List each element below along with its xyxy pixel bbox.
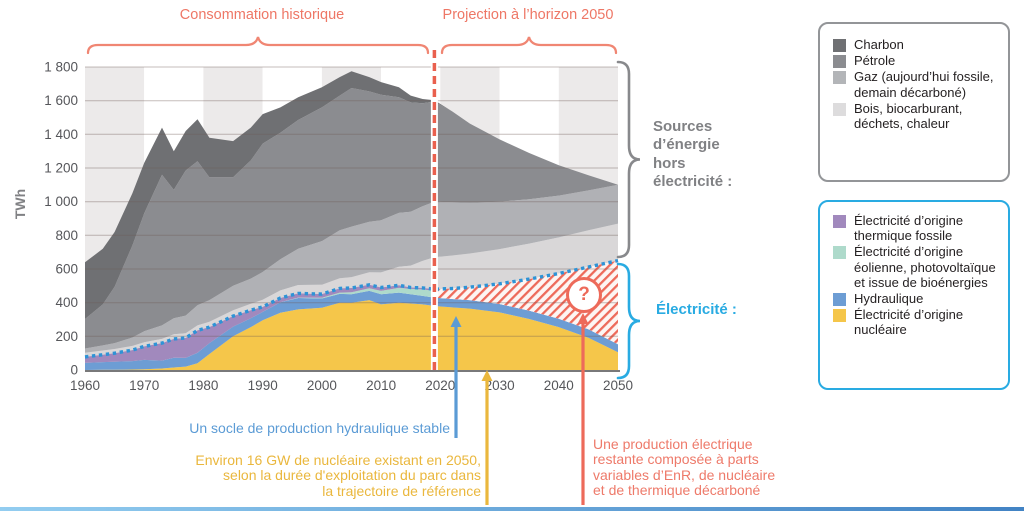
electricity-label: Électricité : bbox=[656, 301, 737, 318]
question-mark-badge: ? bbox=[566, 277, 602, 313]
y-tick-label: 400 bbox=[55, 295, 78, 310]
legend-label: Hydraulique bbox=[854, 291, 924, 307]
non-electric-sources-label: Sources d’énergie hors électricité : bbox=[653, 118, 733, 190]
legend-item: Gaz (aujourd’hui fossile, demain décarbo… bbox=[833, 69, 996, 100]
x-tick-label: 1960 bbox=[70, 378, 100, 393]
x-tick-label: 2030 bbox=[485, 378, 515, 393]
area-proj-hydraulique bbox=[434, 297, 618, 353]
legend-label: Gaz (aujourd’hui fossile, demain décarbo… bbox=[854, 69, 994, 100]
y-tick-label: 1 200 bbox=[44, 161, 78, 176]
brace-projection bbox=[440, 36, 618, 55]
legend-item: Charbon bbox=[833, 37, 996, 52]
area-hist-hydraulique bbox=[85, 290, 435, 370]
annotation-nuclear: Environ 16 GW de nucléaire existant en 2… bbox=[195, 452, 481, 499]
legend-swatch bbox=[833, 246, 846, 260]
x-tick-label: 1980 bbox=[188, 378, 218, 393]
nuclear-arrow-arrowhead bbox=[481, 370, 493, 381]
legend-label: Charbon bbox=[854, 37, 904, 52]
area-gaz bbox=[85, 184, 618, 353]
y-tick-label: 1 000 bbox=[44, 194, 78, 209]
bottom-decoration-bar bbox=[0, 507, 1024, 511]
legend-swatch bbox=[833, 215, 846, 228]
x-tick-label: 1970 bbox=[129, 378, 159, 393]
legend-item: Électricité d’origine éolienne, photovol… bbox=[833, 244, 996, 290]
x-tick-label: 2000 bbox=[307, 378, 337, 393]
area-bois bbox=[85, 223, 618, 357]
y-tick-label: 1 400 bbox=[44, 127, 78, 142]
annotation-remaining-production: Une production électrique restante compo… bbox=[593, 436, 776, 499]
legend-label: Électricité d’origine nucléaire bbox=[854, 307, 964, 338]
brace-history bbox=[86, 36, 430, 55]
x-tick-label: 2050 bbox=[603, 378, 633, 393]
legend-non-electric-sources: Charbon Pétrole Gaz (aujourd’hui fossile, … bbox=[818, 22, 1010, 182]
legend-label: Bois, biocarburant, déchets, chaleur bbox=[854, 100, 963, 132]
legend-swatch bbox=[833, 55, 846, 69]
y-tick-label: 0 bbox=[70, 363, 78, 378]
legend-item: Hydraulique bbox=[833, 291, 996, 307]
y-axis-unit-label: TWh bbox=[12, 188, 28, 220]
y-tick-label: 600 bbox=[55, 262, 78, 277]
area-hist-thermique_fossile bbox=[85, 284, 435, 363]
x-tick-label: 1990 bbox=[248, 378, 278, 393]
y-tick-label: 800 bbox=[55, 228, 78, 243]
area-hist-nucleaire bbox=[85, 300, 435, 370]
legend-label: Pétrole bbox=[854, 53, 896, 69]
legend-swatch bbox=[833, 102, 846, 116]
brace-non-electric bbox=[616, 60, 641, 259]
chart-section-title-history: Consommation historique bbox=[179, 7, 345, 23]
electricity-total-line bbox=[84, 258, 619, 359]
x-tick-label: 2010 bbox=[366, 378, 396, 393]
hydro-arrow-arrowhead bbox=[450, 316, 462, 327]
legend-item: Bois, biocarburant, déchets, chaleur bbox=[833, 101, 996, 131]
y-tick-label: 200 bbox=[55, 329, 78, 344]
legend-item: Pétrole bbox=[833, 53, 996, 69]
x-tick-label: 2040 bbox=[544, 378, 574, 393]
area-proj-nucleaire bbox=[434, 306, 618, 370]
y-tick-label: 1 600 bbox=[44, 93, 78, 108]
legend-label: Électricité d’origine éolienne, photovol… bbox=[854, 244, 996, 290]
legend-swatch bbox=[833, 309, 846, 323]
x-tick-label: 2020 bbox=[425, 378, 455, 393]
legend-electricity-sources: Électricité d’origine thermique fossile É… bbox=[818, 200, 1010, 390]
chart-section-title-projection: Projection à l’horizon 2050 bbox=[442, 7, 614, 23]
area-petrole bbox=[85, 88, 618, 349]
y-tick-label: 1 800 bbox=[44, 60, 78, 75]
remaining-arrow-arrowhead bbox=[577, 313, 589, 324]
legend-item: Électricité d’origine thermique fossile bbox=[833, 213, 996, 243]
brace-electricity bbox=[616, 262, 641, 380]
legend-swatch bbox=[833, 293, 846, 307]
legend-label: Électricité d’origine thermique fossile bbox=[854, 213, 964, 244]
legend-item: Électricité d’origine nucléaire bbox=[833, 307, 996, 337]
legend-swatch bbox=[833, 71, 846, 85]
annotation-hydro: Un socle de production hydraulique stabl… bbox=[189, 420, 450, 436]
legend-swatch bbox=[833, 39, 846, 52]
